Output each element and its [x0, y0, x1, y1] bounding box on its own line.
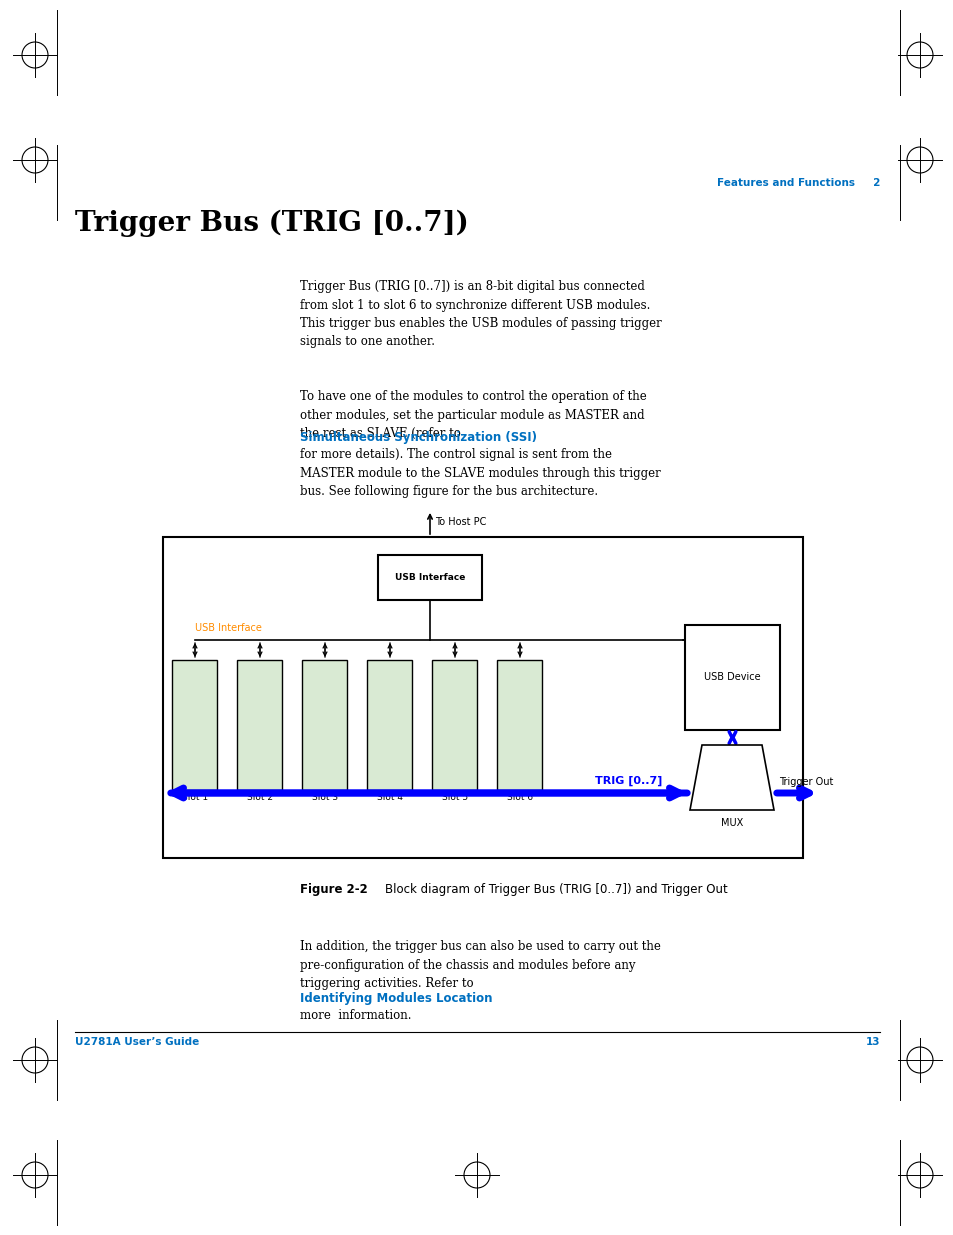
Bar — [302, 659, 347, 790]
Text: Trigger Out: Trigger Out — [779, 777, 833, 787]
Text: Figure 2-2: Figure 2-2 — [299, 883, 367, 897]
Text: Slot 6: Slot 6 — [506, 793, 533, 802]
Text: Identifying Modules Location: Identifying Modules Location — [299, 992, 492, 1005]
Text: Slot 2: Slot 2 — [247, 793, 273, 802]
Text: To have one of the modules to control the operation of the
other modules, set th: To have one of the modules to control th… — [299, 390, 646, 440]
Text: Features and Functions     2: Features and Functions 2 — [716, 178, 879, 188]
Text: TRIG [0..7]: TRIG [0..7] — [595, 776, 661, 785]
Text: MUX: MUX — [720, 818, 742, 827]
Bar — [377, 555, 481, 600]
Polygon shape — [689, 745, 773, 810]
Bar — [172, 659, 217, 790]
Text: Slot 5: Slot 5 — [441, 793, 468, 802]
Bar — [163, 537, 802, 858]
Bar — [684, 625, 780, 730]
Text: USB Interface: USB Interface — [194, 622, 262, 634]
Text: Slot 1: Slot 1 — [182, 793, 208, 802]
Text: To Host PC: To Host PC — [435, 517, 486, 527]
Text: 13: 13 — [864, 1037, 879, 1047]
Bar — [497, 659, 542, 790]
Bar — [367, 659, 412, 790]
Text: Trigger Bus (TRIG [0..7]) is an 8-bit digital bus connected
from slot 1 to slot : Trigger Bus (TRIG [0..7]) is an 8-bit di… — [299, 280, 661, 348]
Bar — [237, 659, 282, 790]
Bar — [432, 659, 477, 790]
Text: In addition, the trigger bus can also be used to carry out the
pre-configuration: In addition, the trigger bus can also be… — [299, 940, 660, 990]
Text: USB Device: USB Device — [703, 673, 760, 683]
Text: Block diagram of Trigger Bus (TRIG [0..7]) and Trigger Out: Block diagram of Trigger Bus (TRIG [0..7… — [370, 883, 727, 897]
Text: U2781A User’s Guide: U2781A User’s Guide — [75, 1037, 199, 1047]
Text: Slot 3: Slot 3 — [312, 793, 337, 802]
Text: Simultaneous Synchronization (SSI): Simultaneous Synchronization (SSI) — [299, 431, 537, 445]
Text: Trigger Bus (TRIG [0..7]): Trigger Bus (TRIG [0..7]) — [75, 210, 468, 237]
Text: Slot 4: Slot 4 — [376, 793, 402, 802]
Text: USB Interface: USB Interface — [395, 573, 465, 582]
Text: more  information.: more information. — [299, 1009, 411, 1023]
Text: for more details). The control signal is sent from the
MASTER module to the SLAV: for more details). The control signal is… — [299, 448, 660, 498]
